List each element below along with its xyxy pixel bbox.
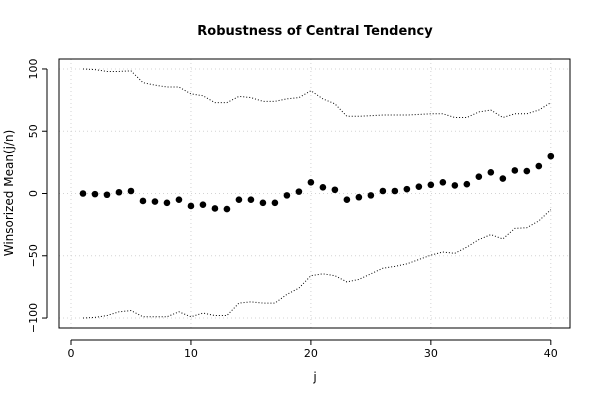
data-point [511,167,519,174]
data-point [475,173,483,180]
data-point [115,188,123,196]
data-point [127,187,135,195]
data-point [211,205,219,212]
y-tick-label: 100 [27,58,40,79]
data-point [463,180,471,188]
data-point [247,196,255,204]
data-point [391,187,399,195]
data-point [319,183,327,191]
data-point [547,152,555,160]
plot-frame [58,58,571,329]
series-layer [79,68,555,319]
data-point [103,191,111,199]
x-tick-label: 0 [67,347,74,360]
data-point [427,181,435,189]
data-point [343,196,351,204]
data-point [523,167,531,175]
x-axis: 0 10 20 30 40 [67,339,558,360]
chart-title: Robustness of Central Tendency [197,24,433,39]
bound-line-2 [82,209,552,319]
data-point [499,175,507,182]
data-point [139,197,147,205]
x-axis-label: j [312,370,316,384]
data-point [379,187,387,195]
data-point [451,182,459,189]
x-tick-label: 20 [304,347,318,360]
x-tick-label: 40 [544,347,558,360]
y-tick-label: 50 [27,124,40,138]
x-tick-label: 10 [184,347,198,360]
y-tick-label: −50 [27,244,40,267]
x-tick-label: 30 [424,347,438,360]
bound-line-1 [82,68,552,119]
data-point [91,190,99,198]
y-tick-label: −100 [27,303,40,333]
y-axis-label: Winsorized Mean(j/n) [2,130,16,257]
data-point [271,199,279,207]
data-point [535,162,543,170]
data-point [223,205,231,213]
data-point [163,199,171,207]
data-point [331,186,339,194]
data-point [259,199,267,207]
grid [59,59,570,328]
data-point [199,201,207,209]
data-point [307,178,315,186]
data-point [295,188,303,195]
data-point [403,185,411,193]
data-point [439,178,447,186]
data-point [235,196,243,204]
data-point [175,196,183,204]
data-point [415,183,423,190]
data-point [487,169,495,176]
y-tick-label: 0 [27,190,40,197]
data-point [79,190,87,197]
data-point [367,192,375,199]
y-axis: −100 −50 0 50 100 [27,58,48,333]
data-point [151,198,159,205]
data-point [355,193,363,201]
data-point [283,192,291,199]
data-point [187,202,195,210]
